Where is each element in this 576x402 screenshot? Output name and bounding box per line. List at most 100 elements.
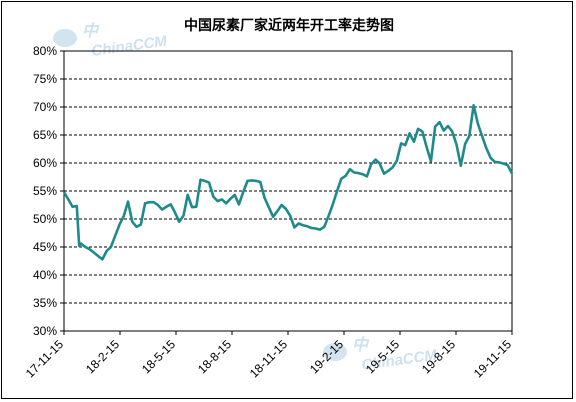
- data-point: [408, 132, 411, 135]
- data-point: [340, 177, 343, 180]
- x-tick-label: 19-11-15: [471, 337, 514, 380]
- data-point: [447, 125, 449, 127]
- data-point: [396, 160, 398, 162]
- data-point: [225, 202, 227, 205]
- data-point: [472, 104, 475, 107]
- data-point: [250, 179, 253, 182]
- data-point: [511, 172, 513, 175]
- data-point: [314, 227, 317, 230]
- data-point: [378, 162, 381, 165]
- gridlines: [64, 78, 512, 304]
- data-point: [336, 190, 338, 192]
- data-point: [306, 225, 309, 228]
- watermark-globe-icon: [323, 343, 347, 361]
- data-point: [161, 208, 163, 211]
- y-tick-label: 75%: [33, 72, 57, 86]
- data-point: [276, 210, 279, 212]
- data-point: [118, 223, 121, 226]
- data-point: [67, 198, 70, 201]
- data-point: [212, 195, 215, 198]
- y-tick-label: 65%: [33, 128, 57, 142]
- data-point: [310, 227, 313, 229]
- data-point: [152, 201, 155, 203]
- data-point: [400, 142, 402, 145]
- data-point: [238, 203, 240, 206]
- data-point: [506, 164, 509, 166]
- data-point: [285, 208, 287, 210]
- watermark-globe-icon: [53, 29, 77, 47]
- data-point: [332, 203, 334, 206]
- data-point: [178, 221, 180, 223]
- data-point: [169, 203, 172, 206]
- x-tick-label: 17-11-15: [23, 337, 66, 380]
- data-point: [157, 204, 159, 206]
- data-point: [391, 166, 394, 169]
- data-point: [182, 214, 185, 217]
- y-tick-label: 55%: [33, 184, 57, 198]
- y-tick-label: 70%: [33, 100, 57, 114]
- x-tick-label: 18-2-15: [83, 337, 122, 376]
- data-point: [88, 248, 91, 250]
- data-point: [268, 206, 270, 208]
- data-point: [71, 205, 74, 208]
- data-point: [489, 157, 492, 159]
- data-point: [293, 226, 296, 229]
- data-point: [63, 191, 65, 193]
- data-point: [144, 202, 146, 205]
- data-point: [135, 226, 138, 228]
- data-point: [460, 165, 462, 167]
- x-tick-label: 18-11-15: [247, 337, 290, 380]
- y-tick-label: 60%: [33, 156, 57, 170]
- data-point: [131, 221, 134, 223]
- data-point: [186, 194, 189, 196]
- data-point: [370, 163, 373, 165]
- data-point: [221, 198, 223, 201]
- data-point: [140, 223, 142, 226]
- data-point: [502, 162, 505, 165]
- x-tick-label: 18-5-15: [139, 337, 178, 376]
- y-tick-label: 30%: [33, 324, 57, 338]
- data-point: [327, 215, 330, 217]
- series-line: [62, 104, 514, 261]
- data-point: [319, 228, 321, 231]
- data-point: [421, 130, 424, 133]
- data-point: [455, 143, 458, 146]
- data-point: [122, 215, 125, 217]
- data-point: [246, 180, 249, 182]
- data-point: [302, 224, 304, 226]
- data-point: [93, 251, 95, 254]
- data-point: [344, 175, 347, 177]
- data-point: [387, 170, 390, 172]
- data-point: [498, 161, 501, 164]
- data-point: [216, 200, 219, 202]
- data-point: [297, 222, 300, 225]
- data-point: [97, 255, 99, 257]
- watermark-cn-text: 中: [352, 336, 370, 354]
- data-point: [174, 211, 176, 214]
- data-point: [464, 143, 466, 145]
- data-point: [229, 198, 232, 200]
- data-point: [80, 242, 82, 245]
- x-tick-label: 18-8-15: [195, 337, 234, 376]
- data-point: [242, 191, 244, 193]
- data-point: [438, 121, 441, 123]
- data-point: [195, 205, 198, 208]
- data-point: [272, 216, 274, 218]
- data-point: [78, 245, 80, 247]
- data-point: [323, 226, 326, 228]
- data-point: [468, 135, 471, 137]
- y-tick-label: 45%: [33, 240, 57, 254]
- data-point: [127, 200, 129, 203]
- data-point: [114, 235, 116, 237]
- data-point: [366, 175, 368, 178]
- y-tick-label: 80%: [33, 44, 57, 58]
- data-point: [353, 171, 355, 174]
- data-point: [413, 140, 415, 143]
- data-point: [404, 144, 407, 146]
- data-point: [383, 172, 385, 175]
- data-point: [349, 168, 351, 170]
- data-point: [110, 246, 112, 248]
